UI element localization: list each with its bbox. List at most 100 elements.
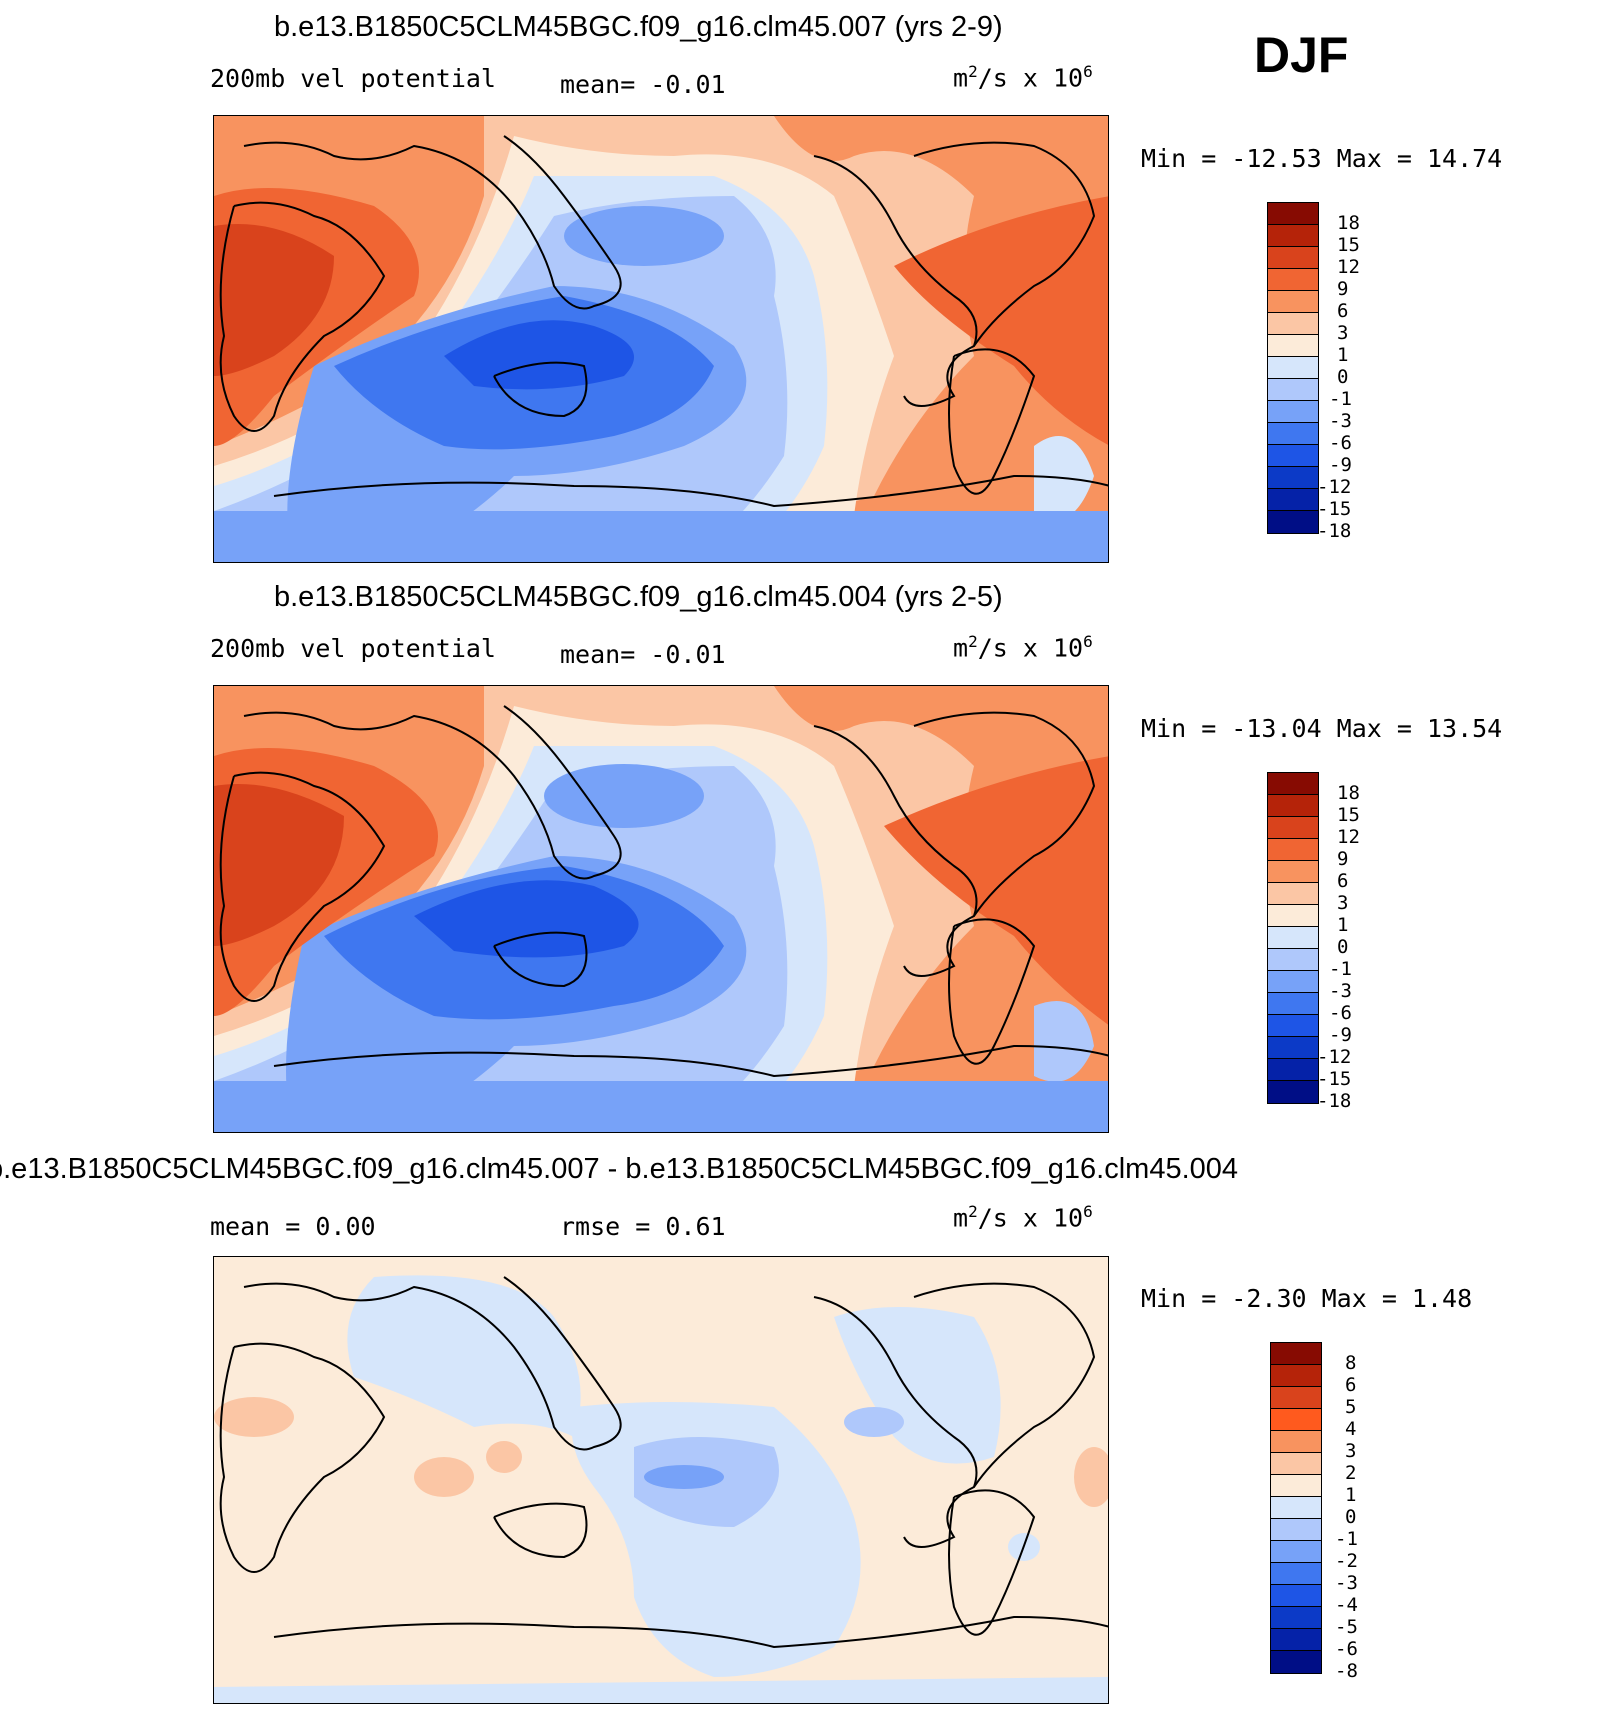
panel-2-map	[213, 685, 1109, 1133]
panel-3-tick: 8	[1345, 1352, 1357, 1374]
panel-2-colorbar-swatch	[1268, 905, 1318, 927]
panel-1-tick: 18	[1337, 212, 1360, 234]
panel-1-colorbar-swatch	[1268, 423, 1318, 445]
panel-1-tick: 12	[1337, 256, 1360, 278]
panel-3-colorbar-swatch	[1271, 1541, 1321, 1563]
panel-3-colorbar-swatch	[1271, 1365, 1321, 1387]
panel-1-colorbar-swatch	[1268, 445, 1318, 467]
panel-1-colorbar-swatch	[1268, 247, 1318, 269]
panel-1-colorbar-swatch	[1268, 489, 1318, 511]
panel-3-tick: -3	[1335, 1572, 1358, 1594]
panel-3-tick: 5	[1345, 1396, 1357, 1418]
panel-3-rmse-label: rmse = 0.61	[560, 1212, 726, 1241]
panel-1-tick: 0	[1337, 366, 1349, 388]
panel-1-tick: 3	[1337, 322, 1349, 344]
panel-2-units: m2/s x 106	[953, 632, 1093, 663]
panel-2-colorbar-swatch	[1268, 817, 1318, 839]
panel-2-colorbar-swatch	[1268, 971, 1318, 993]
panel-1-colorbar-swatch	[1268, 335, 1318, 357]
panel-3-tick: 2	[1345, 1462, 1357, 1484]
panel-3-colorbar-swatch	[1271, 1343, 1321, 1365]
panel-1-minmax: Min = -12.53 Max = 14.74	[1141, 144, 1503, 173]
panel-2-tick: 1	[1337, 914, 1349, 936]
panel-3-tick: -2	[1335, 1550, 1358, 1572]
panel-3-map	[213, 1256, 1109, 1704]
panel-3-colorbar-swatch	[1271, 1431, 1321, 1453]
panel-2-colorbar-swatch	[1268, 795, 1318, 817]
panel-3-tick: -8	[1335, 1660, 1358, 1682]
season-label: DJF	[1254, 27, 1349, 83]
panel-3-tick: 0	[1345, 1506, 1357, 1528]
panel-2-colorbar-swatch	[1268, 839, 1318, 861]
panel-2-tick: -1	[1329, 958, 1352, 980]
panel-1-tick: -15	[1317, 498, 1352, 520]
panel-1-tick: 9	[1337, 278, 1349, 300]
panel-2-colorbar-swatch	[1268, 773, 1318, 795]
panel-1-tick: -1	[1329, 388, 1352, 410]
panel-2-tick: 9	[1337, 848, 1349, 870]
panel-3-colorbar-swatch	[1271, 1409, 1321, 1431]
panel-1-tick: -9	[1329, 454, 1352, 476]
panel-3-tick: 3	[1345, 1440, 1357, 1462]
panel-1-colorbar-swatch	[1268, 401, 1318, 423]
panel-2-mean-label: mean= -0.01	[560, 640, 726, 669]
panel-1-units: m2/s x 106	[953, 62, 1093, 93]
panel-3-colorbar-swatch	[1271, 1607, 1321, 1629]
panel-2-left-label: 200mb vel potential	[210, 634, 496, 663]
panel-2-tick: 6	[1337, 870, 1349, 892]
panel-1-map	[213, 115, 1109, 563]
panel-3-colorbar-swatch	[1271, 1651, 1321, 1673]
panel-1-colorbar-swatch	[1268, 203, 1318, 225]
panel-1-title: b.e13.B1850C5CLM45BGC.f09_g16.clm45.007 …	[274, 11, 1003, 43]
panel-3-mean-label: mean = 0.00	[210, 1212, 376, 1241]
panel-2-tick: 0	[1337, 936, 1349, 958]
panel-2-minmax: Min = -13.04 Max = 13.54	[1141, 714, 1503, 743]
panel-1-tick: 6	[1337, 300, 1349, 322]
panel-3-colorbar-swatch	[1271, 1519, 1321, 1541]
panel-3-units: m2/s x 106	[953, 1202, 1093, 1233]
panel-2-colorbar-swatch	[1268, 927, 1318, 949]
panel-3-colorbar-swatch	[1271, 1629, 1321, 1651]
panel-2-title: b.e13.B1850C5CLM45BGC.f09_g16.clm45.004 …	[274, 581, 1003, 613]
panel-3-tick: -5	[1335, 1616, 1358, 1638]
panel-2-colorbar	[1267, 772, 1319, 1104]
panel-3-colorbar-swatch	[1271, 1497, 1321, 1519]
panel-1-colorbar-swatch	[1268, 357, 1318, 379]
panel-2-tick: -9	[1329, 1024, 1352, 1046]
panel-2-tick: 18	[1337, 782, 1360, 804]
panel-1-tick: -6	[1329, 432, 1352, 454]
panel-3-tick: 4	[1345, 1418, 1357, 1440]
panel-2-tick: 3	[1337, 892, 1349, 914]
panel-3-minmax: Min = -2.30 Max = 1.48	[1141, 1284, 1473, 1313]
panel-1-tick: -12	[1317, 476, 1352, 498]
panel-1-tick: -3	[1329, 410, 1352, 432]
panel-1-colorbar-swatch	[1268, 291, 1318, 313]
panel-1-colorbar-swatch	[1268, 379, 1318, 401]
panel-2-tick: -12	[1317, 1046, 1352, 1068]
panel-2-colorbar-swatch	[1268, 949, 1318, 971]
panel-1-colorbar-swatch	[1268, 313, 1318, 335]
panel-3-colorbar-swatch	[1271, 1387, 1321, 1409]
panel-3-tick: -1	[1335, 1528, 1358, 1550]
panel-2-tick: -3	[1329, 980, 1352, 1002]
panel-2-colorbar-swatch	[1268, 1037, 1318, 1059]
panel-3-tick: 6	[1345, 1374, 1357, 1396]
panel-1-left-label: 200mb vel potential	[210, 64, 496, 93]
panel-3-tick: 1	[1345, 1484, 1357, 1506]
panel-3-tick: -6	[1335, 1638, 1358, 1660]
panel-1-colorbar	[1267, 202, 1319, 534]
panel-2-tick: 12	[1337, 826, 1360, 848]
panel-2-colorbar-swatch	[1268, 861, 1318, 883]
panel-1-colorbar-swatch	[1268, 269, 1318, 291]
panel-3-colorbar	[1270, 1342, 1322, 1674]
panel-2-colorbar-swatch	[1268, 1059, 1318, 1081]
panel-1-mean-label: mean= -0.01	[560, 70, 726, 99]
panel-1-tick: -18	[1317, 520, 1352, 542]
panel-1-colorbar-swatch	[1268, 511, 1318, 533]
panel-1-colorbar-swatch	[1268, 467, 1318, 489]
panel-2-tick: -15	[1317, 1068, 1352, 1090]
panel-2-colorbar-swatch	[1268, 883, 1318, 905]
panel-3-colorbar-swatch	[1271, 1563, 1321, 1585]
panel-1-tick: 1	[1337, 344, 1349, 366]
panel-1-tick: 15	[1337, 234, 1360, 256]
